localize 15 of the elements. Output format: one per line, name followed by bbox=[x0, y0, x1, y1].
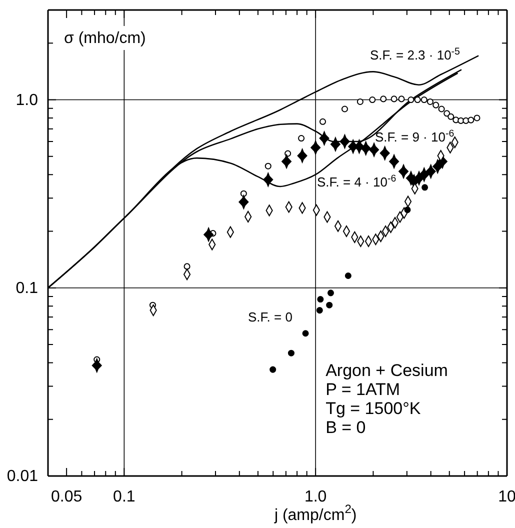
annotation: P = 1ATM bbox=[326, 380, 400, 399]
x-tick-label: 0.05 bbox=[50, 488, 82, 506]
y-tick-label: 0.1 bbox=[16, 280, 38, 297]
annotation: Argon + Cesium bbox=[326, 361, 448, 380]
annotation: S.F. = 2.3 · 10$^{-5}$ bbox=[370, 46, 461, 63]
annotation: S.F. = 4 · 10$^{-6}$ bbox=[317, 173, 396, 190]
x-tick-label: 10 bbox=[498, 488, 515, 506]
annotation: S.F. = 9 · 10$^{-6}$ bbox=[375, 128, 454, 145]
annotation: Tg = 1500°K bbox=[326, 399, 422, 418]
y-axis-title: σ (mho/cm) bbox=[64, 30, 146, 47]
x-tick-label: 0.1 bbox=[113, 488, 136, 506]
annotation: B = 0 bbox=[326, 418, 366, 437]
annotation: S.F. = 0 bbox=[248, 310, 292, 325]
y-tick-label: 0.01 bbox=[6, 468, 38, 486]
y-tick-label: 1.0 bbox=[16, 92, 38, 109]
